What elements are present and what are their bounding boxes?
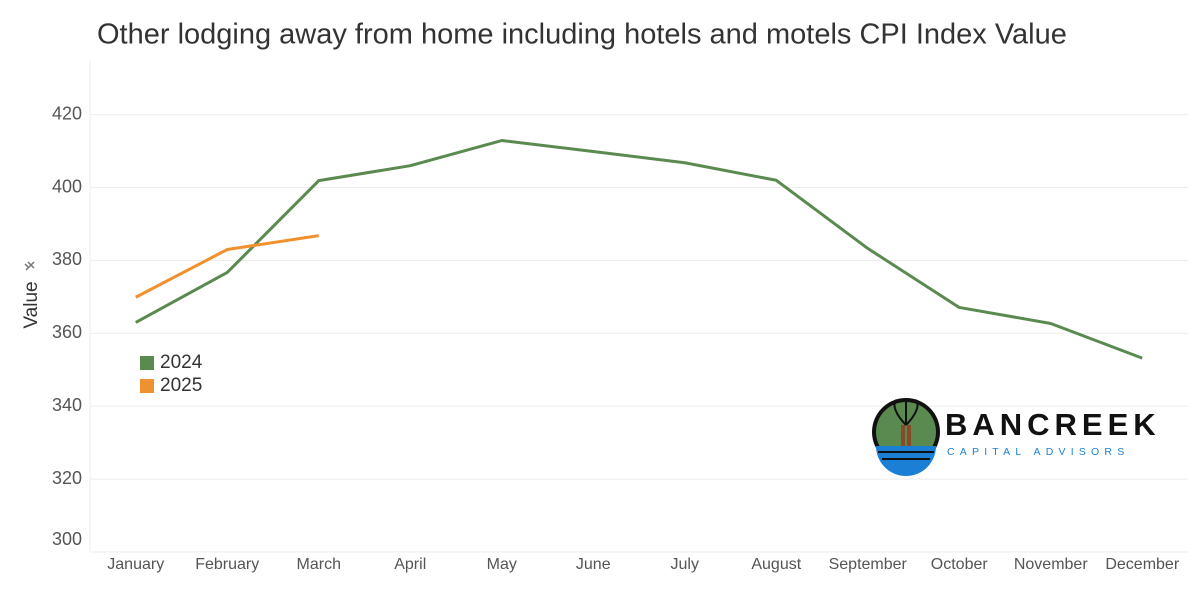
legend-swatch [140, 356, 154, 370]
y-tick-label: 360 [52, 322, 82, 342]
x-tick-label: March [297, 556, 341, 573]
legend-label: 2024 [160, 352, 203, 373]
x-tick-label: April [394, 556, 426, 573]
y-axis-label: Value [21, 281, 42, 328]
x-tick-label: June [576, 556, 611, 573]
series-line [135, 234, 319, 299]
x-tick-label: September [829, 556, 908, 573]
chart-title: Other lodging away from home including h… [97, 19, 1067, 51]
x-tick-label: November [1014, 556, 1088, 573]
x-tick-label: July [671, 556, 699, 573]
y-tick-label: 320 [52, 468, 82, 488]
legend-label: 2025 [160, 375, 202, 396]
pin-icon [24, 261, 35, 271]
legend-swatch [140, 379, 154, 393]
y-tick-label: 380 [52, 249, 82, 269]
x-tick-label: February [195, 556, 259, 573]
y-tick-label: 400 [52, 176, 82, 196]
logo: BANCREEK CAPITAL ADVISORS [872, 398, 1161, 476]
x-tick-label: December [1105, 556, 1179, 573]
x-tick-label: October [931, 556, 989, 573]
y-tick-label: 340 [52, 395, 82, 415]
logo-name: BANCREEK [945, 407, 1161, 442]
y-tick-label: 300 [52, 529, 82, 549]
x-tick-label: January [107, 556, 164, 573]
x-tick-label: August [751, 556, 801, 573]
y-tick-label: 420 [52, 103, 82, 123]
x-tick-label: May [487, 556, 517, 573]
logo-tagline: CAPITAL ADVISORS [947, 446, 1129, 458]
series-line [135, 139, 1143, 360]
